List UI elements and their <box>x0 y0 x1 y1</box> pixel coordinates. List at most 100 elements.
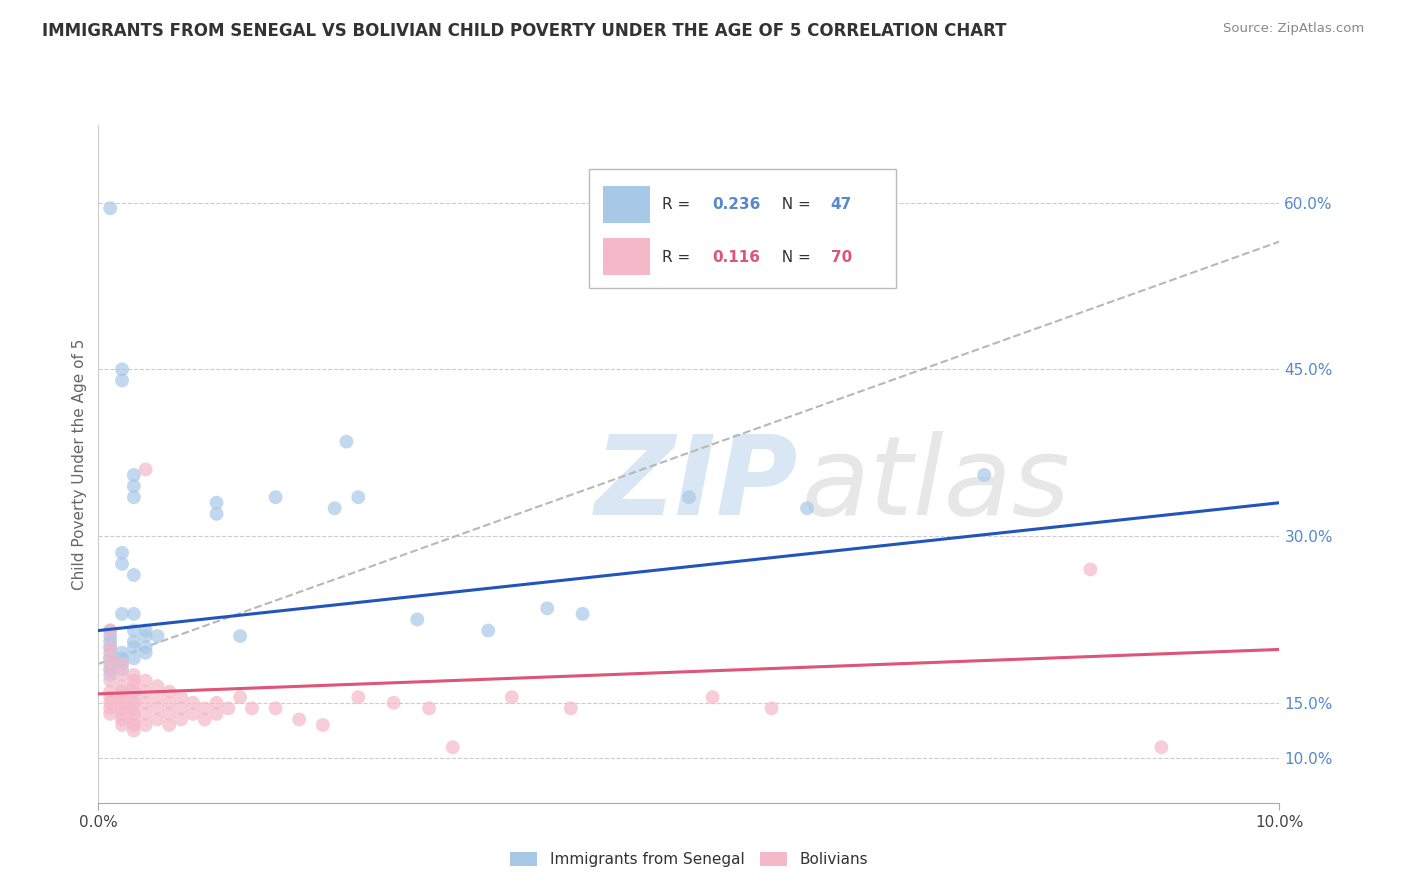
Point <box>98 640 121 655</box>
Point <box>135 640 157 655</box>
Point <box>477 624 499 638</box>
Point <box>323 501 346 516</box>
Point <box>98 657 121 671</box>
Point <box>111 546 134 560</box>
Point <box>111 690 134 705</box>
Point <box>406 612 429 626</box>
Point <box>98 624 121 638</box>
Point <box>122 684 145 698</box>
Point <box>98 651 121 665</box>
Point <box>135 673 157 688</box>
Point <box>157 718 180 732</box>
Point <box>135 696 157 710</box>
Point <box>98 696 121 710</box>
Point <box>288 713 311 727</box>
Point <box>98 690 121 705</box>
Text: 0.236: 0.236 <box>713 197 761 212</box>
Point <box>335 434 357 449</box>
Point <box>181 696 204 710</box>
Point <box>418 701 440 715</box>
Text: Source: ZipAtlas.com: Source: ZipAtlas.com <box>1223 22 1364 36</box>
Point <box>122 640 145 655</box>
Text: 70: 70 <box>831 250 852 265</box>
Point <box>98 706 121 721</box>
Point <box>98 668 121 682</box>
Point <box>571 607 593 621</box>
Point <box>205 496 228 510</box>
Point <box>122 568 145 582</box>
Point <box>98 646 121 660</box>
Point <box>135 629 157 643</box>
Point <box>122 607 145 621</box>
Point <box>264 701 287 715</box>
Point <box>1150 740 1173 755</box>
Point <box>122 624 145 638</box>
Point <box>205 706 228 721</box>
Point <box>111 657 134 671</box>
Point <box>122 718 145 732</box>
Point <box>229 629 252 643</box>
Text: 47: 47 <box>831 197 852 212</box>
Point <box>122 634 145 648</box>
Point <box>111 651 134 665</box>
Point <box>217 701 239 715</box>
Point <box>111 713 134 727</box>
Point <box>135 684 157 698</box>
Point <box>146 713 169 727</box>
Point <box>194 701 217 715</box>
Point <box>135 462 157 476</box>
Point <box>146 629 169 643</box>
Text: IMMIGRANTS FROM SENEGAL VS BOLIVIAN CHILD POVERTY UNDER THE AGE OF 5 CORRELATION: IMMIGRANTS FROM SENEGAL VS BOLIVIAN CHIL… <box>42 22 1007 40</box>
Point <box>157 706 180 721</box>
Point <box>761 701 783 715</box>
Point <box>122 673 145 688</box>
Point <box>122 490 145 504</box>
Point <box>111 679 134 693</box>
Point <box>122 701 145 715</box>
Point <box>146 690 169 705</box>
Point <box>702 690 724 705</box>
Point <box>135 646 157 660</box>
Point <box>560 701 582 715</box>
Point <box>312 718 335 732</box>
Point <box>170 701 193 715</box>
Point <box>441 740 464 755</box>
Point <box>205 507 228 521</box>
Point <box>122 679 145 693</box>
Point <box>973 467 995 482</box>
Point <box>157 684 180 698</box>
Point <box>501 690 523 705</box>
Point <box>111 662 134 676</box>
Point <box>135 624 157 638</box>
Point <box>111 668 134 682</box>
Point <box>122 479 145 493</box>
Point <box>98 701 121 715</box>
FancyBboxPatch shape <box>603 186 650 223</box>
Point <box>122 723 145 738</box>
Point <box>181 706 204 721</box>
Point <box>157 696 180 710</box>
Point <box>205 696 228 710</box>
Point <box>98 684 121 698</box>
FancyBboxPatch shape <box>603 238 650 276</box>
Point <box>122 651 145 665</box>
Point <box>111 362 134 376</box>
Point <box>98 673 121 688</box>
Point <box>111 607 134 621</box>
Point <box>122 713 145 727</box>
Point <box>1080 562 1102 576</box>
FancyBboxPatch shape <box>589 169 896 287</box>
Text: N =: N = <box>772 197 815 212</box>
Point <box>111 684 134 698</box>
Text: atlas: atlas <box>801 431 1070 538</box>
Point <box>98 651 121 665</box>
Point <box>98 662 121 676</box>
Point <box>347 490 370 504</box>
Point <box>111 557 134 571</box>
Point <box>98 634 121 648</box>
Point <box>146 679 169 693</box>
Point <box>678 490 700 504</box>
Text: R =: R = <box>662 197 695 212</box>
Text: ZIP: ZIP <box>595 431 799 538</box>
Point <box>796 501 818 516</box>
